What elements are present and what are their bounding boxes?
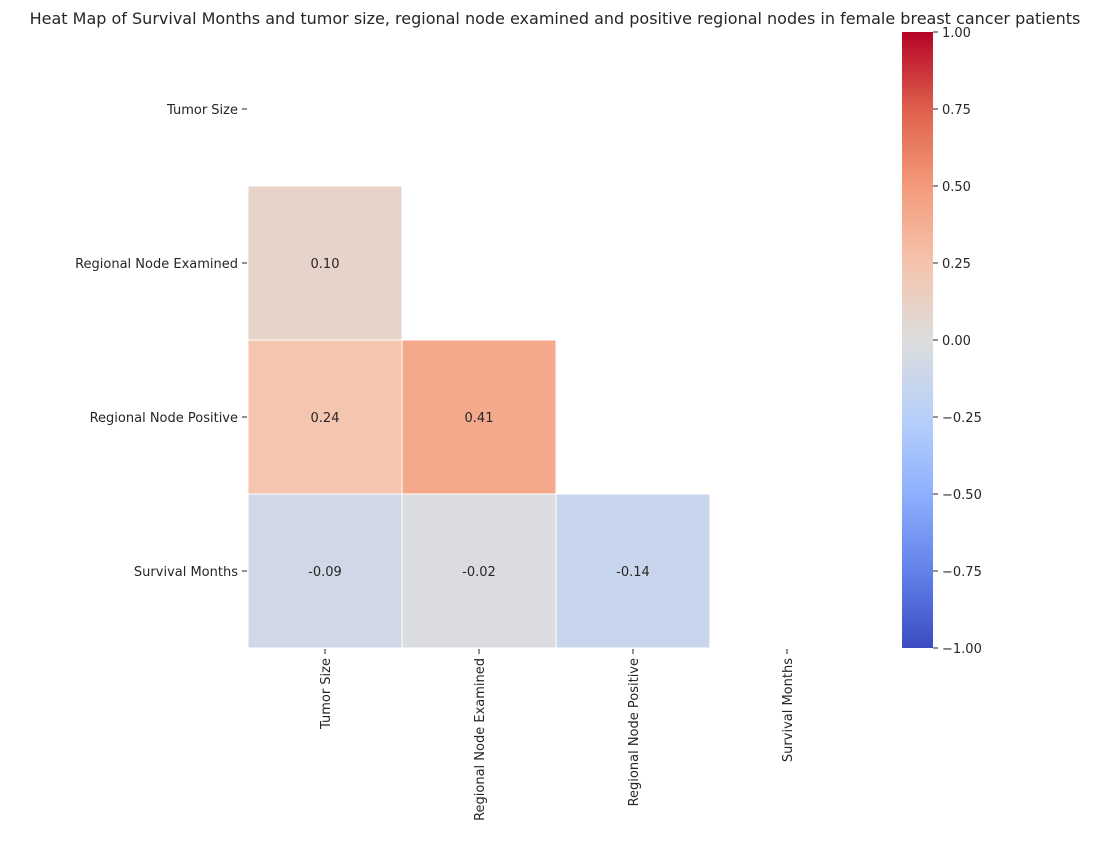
- colorbar-tick-label: 0.00: [942, 334, 971, 349]
- cell-value-label: -0.09: [308, 565, 342, 580]
- x-tick-label: Regional Node Examined: [473, 658, 488, 821]
- x-tick-label: Survival Months: [781, 658, 796, 762]
- x-axis-ticks: Tumor Size Regional Node Examined Regional…: [319, 649, 796, 821]
- heatmap-cell: [247, 185, 403, 341]
- cell-value-label: -0.02: [462, 565, 496, 580]
- x-tick-label: Tumor Size: [319, 658, 334, 730]
- colorbar-tick-label: −0.25: [942, 411, 982, 426]
- cell-value-label: 0.24: [311, 411, 340, 426]
- colorbar-tick-label: 0.75: [942, 103, 971, 118]
- heatmap-cell: [401, 339, 557, 495]
- heatmap-cell: [247, 493, 403, 649]
- colorbar-tick-label: 1.00: [942, 26, 971, 41]
- cell-value-label: 0.41: [465, 411, 494, 426]
- heatmap-cell: [247, 339, 403, 495]
- colorbar-gradient: [902, 32, 933, 648]
- cell-value-label: -0.14: [616, 565, 650, 580]
- heatmap-cells: [247, 185, 711, 649]
- y-tick-label: Survival Months: [134, 565, 238, 580]
- heatmap-cell: [555, 493, 711, 649]
- colorbar-tick-label: −0.50: [942, 488, 982, 503]
- y-tick-label: Regional Node Positive: [90, 411, 238, 426]
- y-axis-ticks: Tumor Size Regional Node Examined Regional…: [75, 103, 247, 580]
- x-tick-label: Regional Node Positive: [627, 658, 642, 806]
- colorbar: 1.00 0.75 0.50 0.25 0.00 −0.25 −0.50 −0.75 −1.00: [902, 26, 982, 657]
- heatmap-cell-labels: 0.10 0.24 0.41 -0.09 -0.02 -0.14: [308, 257, 650, 580]
- colorbar-tick-label: 0.50: [942, 180, 971, 195]
- colorbar-tick-label: −1.00: [942, 642, 982, 657]
- chart-title: Heat Map of Survival Months and tumor si…: [30, 9, 1081, 28]
- heatmap-cell: [401, 493, 557, 649]
- colorbar-tick-label: −0.75: [942, 565, 982, 580]
- y-tick-label: Tumor Size: [166, 103, 238, 118]
- colorbar-tick-label: 0.25: [942, 257, 971, 272]
- cell-value-label: 0.10: [311, 257, 340, 272]
- y-tick-label: Regional Node Examined: [75, 257, 238, 272]
